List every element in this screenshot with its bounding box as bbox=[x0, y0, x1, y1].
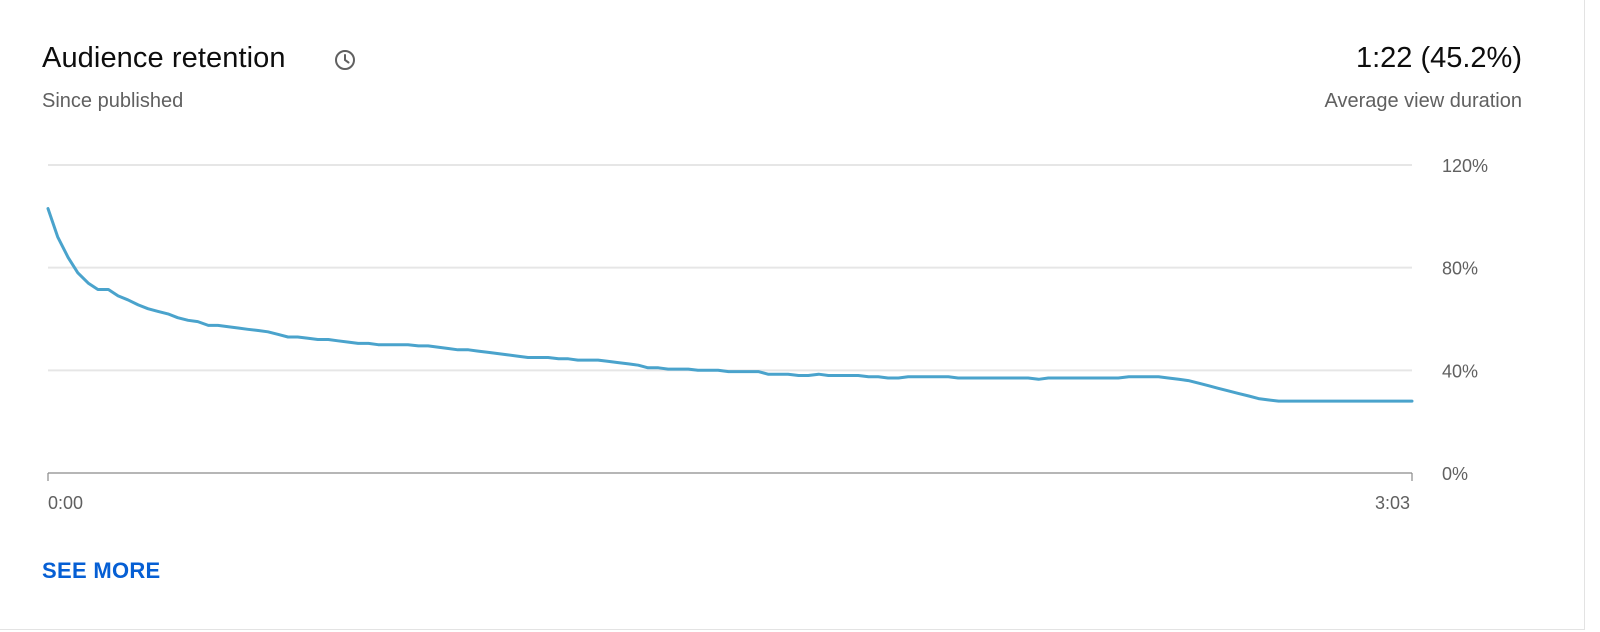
y-tick-label: 120% bbox=[1442, 156, 1488, 176]
average-view-duration-label: Average view duration bbox=[1324, 90, 1522, 112]
retention-chart: 0% 40% 80% 120% 0:00 3:03 bbox=[46, 156, 1488, 513]
card-title: Audience retention bbox=[42, 42, 286, 74]
see-more-link[interactable]: SEE MORE bbox=[42, 558, 161, 583]
clock-icon[interactable] bbox=[333, 48, 357, 72]
average-view-duration-value: 1:22 (45.2%) bbox=[1355, 42, 1522, 74]
y-tick-label: 80% bbox=[1442, 259, 1478, 279]
retention-line bbox=[46, 207, 1414, 403]
y-tick-label: 40% bbox=[1442, 361, 1478, 381]
x-tick-label: 3:03 bbox=[1375, 493, 1410, 513]
y-tick-label: 0% bbox=[1442, 464, 1468, 484]
card-subtitle: Since published bbox=[42, 90, 184, 112]
x-tick-label: 0:00 bbox=[48, 493, 83, 513]
